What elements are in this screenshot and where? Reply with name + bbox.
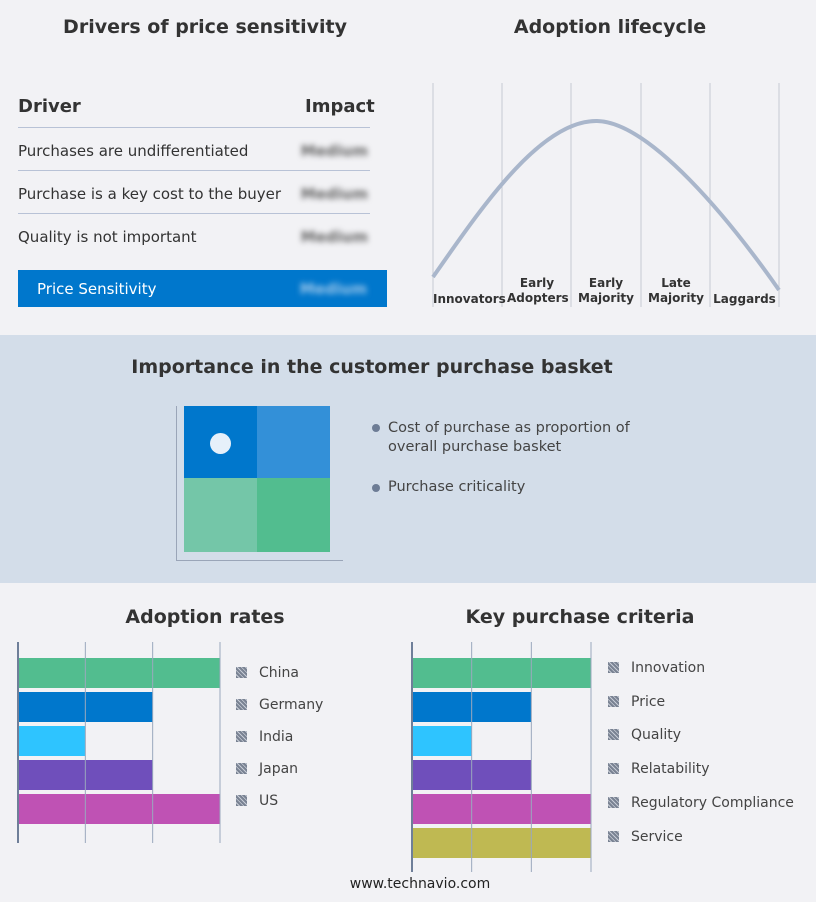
- driver-row: Purchase is a key cost to the buyer Mediu…: [18, 171, 370, 214]
- kpc-bar: [412, 658, 591, 688]
- lifecycle-title: Adoption lifecycle: [513, 16, 707, 38]
- legend-swatch-icon: [236, 731, 247, 742]
- adoption-legend-item: China: [236, 665, 299, 681]
- kpc-legend-item: Regulatory Compliance: [608, 795, 794, 811]
- stage-label: Innovators: [433, 292, 506, 306]
- kpc-title: Key purchase criteria: [465, 606, 695, 628]
- adoption-legend-item: US: [236, 793, 278, 809]
- adoption-bar: [18, 794, 220, 824]
- col-driver: Driver: [18, 96, 81, 117]
- quadrant: [184, 478, 257, 552]
- legend-swatch-icon: [608, 729, 619, 741]
- legend-swatch-icon: [608, 662, 619, 673]
- adoption-legend-item: Japan: [236, 761, 298, 777]
- kpc-legend-item: Relatability: [608, 761, 710, 777]
- driver-row: Quality is not important Medium: [18, 214, 370, 256]
- adoption-rates-title: Adoption rates: [125, 606, 285, 628]
- adoption-bar: [18, 726, 86, 756]
- basket-title: Importance in the customer purchase bask…: [131, 356, 613, 378]
- footer-url: www.technavio.com: [349, 876, 491, 892]
- kpc-bar: [412, 726, 472, 756]
- price-sensitivity-summary: Price Sensitivity Medium: [18, 270, 387, 307]
- legend-swatch-icon: [608, 763, 619, 775]
- adoption-curve: [431, 118, 781, 292]
- basket-legend-item: Purchase criticality: [372, 479, 525, 495]
- kpc-legend-item: Innovation: [608, 660, 705, 676]
- basket-section: [0, 335, 816, 583]
- driver-label: Purchase is a key cost to the buyer: [18, 185, 282, 203]
- impact-value: Medium: [300, 185, 368, 203]
- lifecycle-chart: [431, 83, 781, 307]
- impact-value: Medium: [300, 228, 368, 246]
- legend-swatch-icon: [608, 796, 619, 808]
- kpc-bar: [412, 794, 591, 824]
- summary-label: Price Sensitivity: [37, 280, 157, 298]
- drivers-title: Drivers of price sensitivity: [63, 16, 347, 38]
- legend-swatch-icon: [236, 699, 247, 710]
- adoption-legend-item: India: [236, 729, 293, 745]
- stage-label: Laggards: [713, 292, 776, 306]
- stage-label: Late Majority: [648, 276, 704, 305]
- kpc-legend-item: Price: [608, 694, 665, 710]
- kpc-legend-item: Quality: [608, 727, 681, 743]
- col-impact: Impact: [305, 96, 375, 117]
- position-marker: [210, 433, 231, 454]
- driver-row: Purchases are undifferentiated Medium: [18, 128, 370, 171]
- driver-label: Purchases are undifferentiated: [18, 142, 249, 160]
- impact-value: Medium: [300, 142, 368, 160]
- legend-swatch-icon: [236, 795, 247, 806]
- kpc-legend-item: Service: [608, 829, 683, 845]
- basket-legend-item: Cost of purchase as proportion of overal…: [372, 419, 632, 457]
- stage-label: Early Adopters: [507, 276, 569, 305]
- legend-swatch-icon: [236, 763, 247, 774]
- kpc-bar: [412, 828, 591, 858]
- summary-impact: Medium: [299, 280, 367, 298]
- stage-label: Early Majority: [578, 276, 634, 305]
- driver-label: Quality is not important: [18, 228, 197, 246]
- legend-swatch-icon: [236, 667, 247, 678]
- quadrant: [257, 478, 330, 552]
- adoption-bar: [18, 658, 220, 688]
- legend-swatch-icon: [608, 695, 619, 707]
- quadrant: [257, 406, 330, 478]
- adoption-legend-item: Germany: [236, 697, 323, 713]
- legend-swatch-icon: [608, 830, 619, 842]
